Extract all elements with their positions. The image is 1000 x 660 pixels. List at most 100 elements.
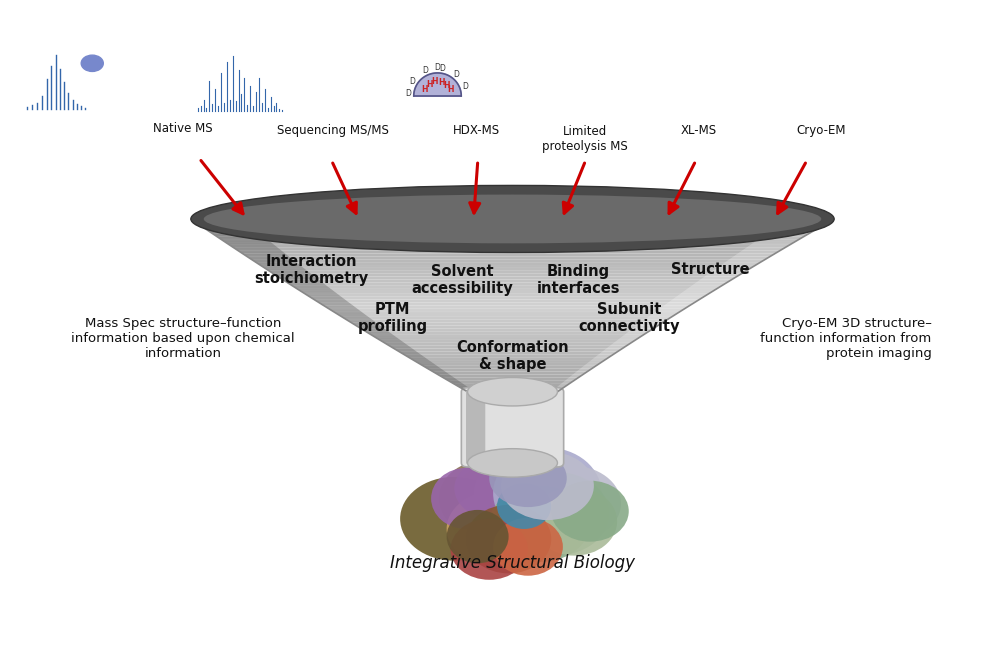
Polygon shape <box>348 321 376 323</box>
Polygon shape <box>390 346 412 348</box>
Polygon shape <box>404 354 613 357</box>
Polygon shape <box>576 370 589 372</box>
Polygon shape <box>623 333 646 335</box>
Polygon shape <box>291 285 723 288</box>
Polygon shape <box>652 312 680 314</box>
Polygon shape <box>208 230 814 234</box>
Polygon shape <box>327 308 359 310</box>
Polygon shape <box>559 383 570 385</box>
Polygon shape <box>333 311 681 314</box>
Polygon shape <box>389 346 627 348</box>
Polygon shape <box>279 277 318 279</box>
Polygon shape <box>276 275 316 277</box>
Polygon shape <box>423 366 596 369</box>
Ellipse shape <box>551 480 629 542</box>
Text: Interaction
stoichiometry: Interaction stoichiometry <box>254 253 368 286</box>
Polygon shape <box>191 219 834 222</box>
Text: Native MS: Native MS <box>153 122 213 135</box>
Polygon shape <box>707 273 743 275</box>
Polygon shape <box>458 386 566 389</box>
Polygon shape <box>342 317 672 319</box>
Polygon shape <box>319 302 695 306</box>
Polygon shape <box>667 301 697 303</box>
Polygon shape <box>337 314 367 316</box>
Polygon shape <box>418 363 600 366</box>
Ellipse shape <box>204 195 821 244</box>
Polygon shape <box>301 291 713 294</box>
Ellipse shape <box>520 465 621 542</box>
Text: D: D <box>440 64 445 73</box>
Ellipse shape <box>447 510 509 563</box>
Polygon shape <box>273 274 741 277</box>
Polygon shape <box>741 249 782 251</box>
Polygon shape <box>641 321 666 323</box>
Polygon shape <box>269 271 746 274</box>
Polygon shape <box>691 284 725 286</box>
Text: Subunit
connectivity: Subunit connectivity <box>578 302 680 334</box>
Polygon shape <box>310 297 344 299</box>
Ellipse shape <box>501 472 609 556</box>
Polygon shape <box>233 247 280 249</box>
Polygon shape <box>365 331 391 333</box>
Ellipse shape <box>489 486 590 562</box>
Polygon shape <box>673 297 704 299</box>
Polygon shape <box>658 308 687 310</box>
Ellipse shape <box>468 378 557 406</box>
Text: H: H <box>444 81 450 90</box>
Polygon shape <box>194 221 248 223</box>
Polygon shape <box>587 362 603 364</box>
Text: Sequencing MS/MS: Sequencing MS/MS <box>277 124 389 137</box>
Polygon shape <box>615 340 636 342</box>
Polygon shape <box>358 327 385 329</box>
Polygon shape <box>635 325 659 327</box>
Polygon shape <box>679 292 711 294</box>
Polygon shape <box>199 224 824 228</box>
Polygon shape <box>725 260 764 262</box>
Text: Integrative Structural Biology: Integrative Structural Biology <box>390 554 635 572</box>
Polygon shape <box>408 357 609 360</box>
Polygon shape <box>225 242 795 245</box>
Polygon shape <box>334 312 364 314</box>
Polygon shape <box>375 337 640 340</box>
Polygon shape <box>766 232 812 234</box>
Polygon shape <box>269 271 310 273</box>
Polygon shape <box>296 288 333 290</box>
Polygon shape <box>337 314 676 317</box>
Polygon shape <box>688 286 721 288</box>
Polygon shape <box>609 345 629 347</box>
Ellipse shape <box>501 451 594 520</box>
Polygon shape <box>296 288 718 291</box>
Polygon shape <box>207 230 258 232</box>
Polygon shape <box>387 345 409 347</box>
Polygon shape <box>399 351 618 354</box>
Polygon shape <box>361 329 653 331</box>
Polygon shape <box>260 265 756 268</box>
Polygon shape <box>732 255 771 258</box>
Polygon shape <box>362 329 388 331</box>
Polygon shape <box>289 284 327 286</box>
Text: Limited
proteolysis MS: Limited proteolysis MS <box>542 125 627 153</box>
Polygon shape <box>204 228 255 230</box>
Polygon shape <box>428 369 592 372</box>
Polygon shape <box>644 318 669 321</box>
Polygon shape <box>220 238 269 240</box>
Polygon shape <box>265 268 751 271</box>
Polygon shape <box>448 380 574 383</box>
Polygon shape <box>670 299 700 301</box>
Polygon shape <box>204 228 819 230</box>
Polygon shape <box>584 364 599 366</box>
Polygon shape <box>760 236 804 238</box>
Polygon shape <box>287 282 727 285</box>
Ellipse shape <box>447 459 578 558</box>
Polygon shape <box>595 355 612 357</box>
Polygon shape <box>573 372 586 374</box>
FancyBboxPatch shape <box>461 387 564 467</box>
Polygon shape <box>376 338 400 340</box>
Polygon shape <box>356 325 658 329</box>
Polygon shape <box>562 381 573 383</box>
Text: PTM
profiling: PTM profiling <box>357 302 427 334</box>
Polygon shape <box>412 359 431 362</box>
Polygon shape <box>592 357 609 359</box>
Polygon shape <box>278 277 737 279</box>
Text: Cryo-EM: Cryo-EM <box>796 124 846 137</box>
